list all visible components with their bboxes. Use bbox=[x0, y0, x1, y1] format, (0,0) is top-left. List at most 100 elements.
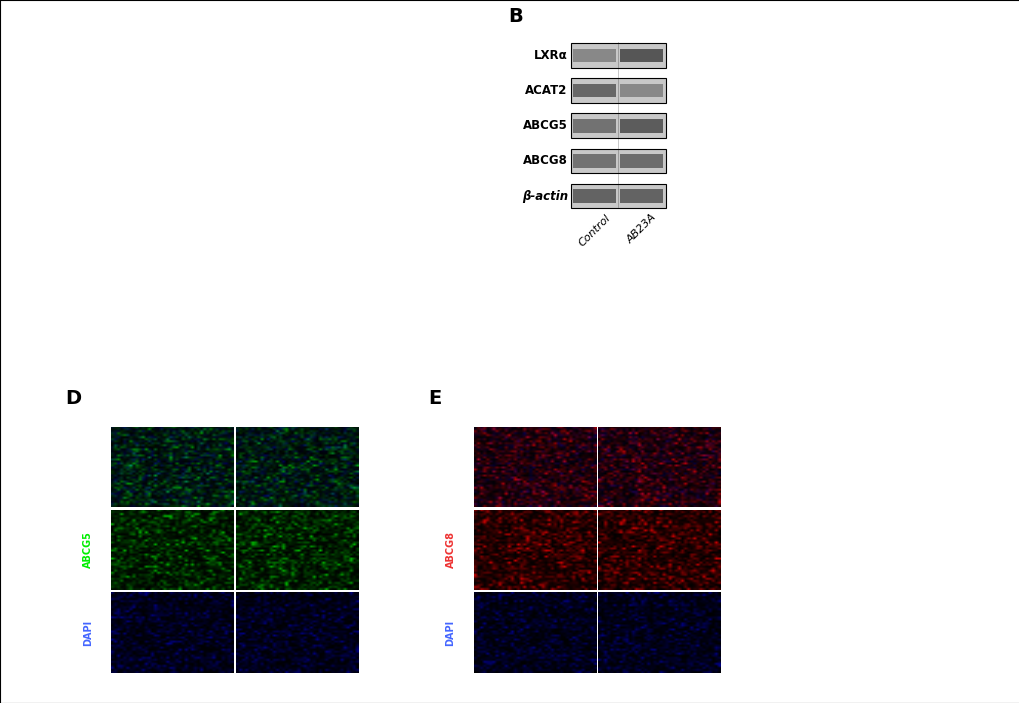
Bar bbox=[200, 134, 212, 296]
Bar bbox=[571, 183, 664, 208]
Bar bbox=[367, 88, 379, 296]
Bar bbox=[980, 126, 999, 296]
Y-axis label: ABCG8
Positive area
(fold of control): ABCG8 Positive area (fold of control) bbox=[732, 581, 765, 662]
Text: DAPI: DAPI bbox=[445, 619, 455, 645]
Text: E: E bbox=[428, 389, 441, 408]
Bar bbox=[153, 128, 166, 296]
Y-axis label: Jejunum
Relative protein expression: Jejunum Relative protein expression bbox=[742, 82, 763, 234]
Bar bbox=[962, 165, 980, 296]
Point bbox=[843, 627, 859, 638]
Bar bbox=[132, 101, 145, 296]
Text: LXRα: LXRα bbox=[534, 49, 568, 62]
Bar bbox=[822, 122, 841, 296]
Point bbox=[843, 475, 859, 486]
Text: p<0.05: p<0.05 bbox=[923, 62, 932, 96]
Bar bbox=[620, 189, 662, 203]
Bar bbox=[620, 84, 662, 98]
Bar bbox=[573, 189, 615, 203]
Text: p<0.05: p<0.05 bbox=[976, 65, 985, 98]
Text: ABCG8: ABCG8 bbox=[445, 531, 455, 569]
Bar bbox=[166, 71, 178, 296]
Text: AB23A: AB23A bbox=[625, 212, 658, 246]
Text: AB23A: AB23A bbox=[274, 401, 318, 414]
Point bbox=[945, 587, 961, 598]
Bar bbox=[86, 128, 99, 296]
Point bbox=[843, 475, 859, 486]
Bar bbox=[573, 84, 615, 98]
Bar bbox=[927, 127, 947, 296]
Bar bbox=[571, 78, 664, 103]
Point bbox=[945, 425, 961, 436]
Point bbox=[945, 419, 961, 430]
Y-axis label: Jejunum
Relative mRNA expression: Jejunum Relative mRNA expression bbox=[19, 85, 41, 232]
Text: AB23A: AB23A bbox=[637, 401, 680, 414]
Bar bbox=[620, 49, 662, 63]
Bar bbox=[803, 165, 822, 296]
Text: B: B bbox=[508, 7, 523, 26]
Text: p<0.05: p<0.05 bbox=[362, 27, 371, 61]
Text: p<0.05: p<0.05 bbox=[161, 14, 170, 48]
Point bbox=[945, 415, 961, 426]
Text: Control: Control bbox=[576, 212, 611, 248]
Text: p<0.05: p<0.05 bbox=[870, 127, 879, 160]
Text: ABCG5: ABCG5 bbox=[84, 531, 93, 568]
Point bbox=[945, 600, 961, 611]
Point bbox=[945, 417, 961, 428]
Text: p<0.05: p<0.05 bbox=[228, 98, 237, 131]
Point bbox=[843, 638, 859, 649]
Point bbox=[945, 604, 961, 615]
Bar bbox=[119, 129, 132, 296]
Point bbox=[945, 433, 961, 444]
Bar bbox=[620, 119, 662, 133]
Y-axis label: ABCG5
Positive area
(fold of control): ABCG5 Positive area (fold of control) bbox=[732, 413, 765, 494]
Bar bbox=[232, 156, 246, 296]
Bar bbox=[573, 119, 615, 133]
Text: ABCG8: ABCG8 bbox=[523, 155, 568, 167]
Point bbox=[945, 585, 961, 596]
Point bbox=[843, 636, 859, 647]
Bar bbox=[856, 165, 874, 296]
Text: F: F bbox=[705, 387, 718, 406]
Text: Merge: Merge bbox=[84, 450, 93, 484]
Bar bbox=[571, 113, 664, 138]
Text: Merge: Merge bbox=[445, 450, 455, 484]
Text: Control: Control bbox=[510, 401, 558, 414]
Bar bbox=[909, 165, 927, 296]
Text: β-actin: β-actin bbox=[521, 190, 568, 202]
Text: D: D bbox=[65, 389, 82, 408]
Text: p<0.05: p<0.05 bbox=[817, 61, 826, 94]
Text: p=0.032: p=0.032 bbox=[878, 398, 926, 408]
Point bbox=[843, 619, 859, 630]
Bar bbox=[220, 128, 232, 296]
Text: G: G bbox=[705, 557, 721, 576]
Bar bbox=[99, 134, 111, 296]
Point bbox=[843, 470, 859, 482]
Text: ACAT2: ACAT2 bbox=[525, 84, 568, 97]
Text: p=0.045: p=0.045 bbox=[878, 566, 926, 576]
Bar bbox=[571, 148, 664, 173]
Text: ABCG5: ABCG5 bbox=[523, 120, 568, 132]
Point bbox=[843, 461, 859, 472]
Bar bbox=[300, 128, 313, 296]
Bar bbox=[333, 122, 346, 296]
Bar bbox=[287, 129, 300, 296]
Point bbox=[945, 591, 961, 602]
Point bbox=[843, 476, 859, 487]
Bar bbox=[266, 141, 279, 296]
Bar bbox=[321, 129, 333, 296]
Bar bbox=[186, 128, 200, 296]
Text: A: A bbox=[39, 7, 54, 26]
Legend: Control, AB23A: Control, AB23A bbox=[799, 21, 870, 58]
Bar bbox=[254, 129, 266, 296]
Bar bbox=[874, 191, 894, 296]
Text: C: C bbox=[740, 7, 754, 26]
Point bbox=[843, 627, 859, 638]
Bar bbox=[354, 129, 367, 296]
Bar bbox=[573, 154, 615, 168]
Text: DAPI: DAPI bbox=[84, 619, 93, 645]
Bar bbox=[620, 154, 662, 168]
Text: Control: Control bbox=[148, 401, 197, 414]
Text: p<0.05: p<0.05 bbox=[127, 48, 137, 81]
Bar bbox=[571, 43, 664, 67]
Bar bbox=[573, 49, 615, 63]
